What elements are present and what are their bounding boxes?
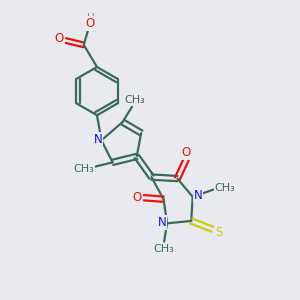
Text: H: H: [87, 14, 94, 23]
Text: N: N: [94, 133, 102, 146]
Text: CH₃: CH₃: [74, 164, 94, 174]
Text: O: O: [85, 17, 94, 30]
Text: O: O: [54, 32, 64, 46]
Text: N: N: [158, 216, 166, 229]
Text: S: S: [215, 226, 223, 238]
Text: O: O: [132, 190, 142, 204]
Text: CH₃: CH₃: [124, 95, 146, 105]
Text: O: O: [182, 146, 191, 159]
Text: N: N: [194, 189, 202, 202]
Text: CH₃: CH₃: [215, 183, 236, 193]
Text: CH₃: CH₃: [154, 244, 175, 254]
